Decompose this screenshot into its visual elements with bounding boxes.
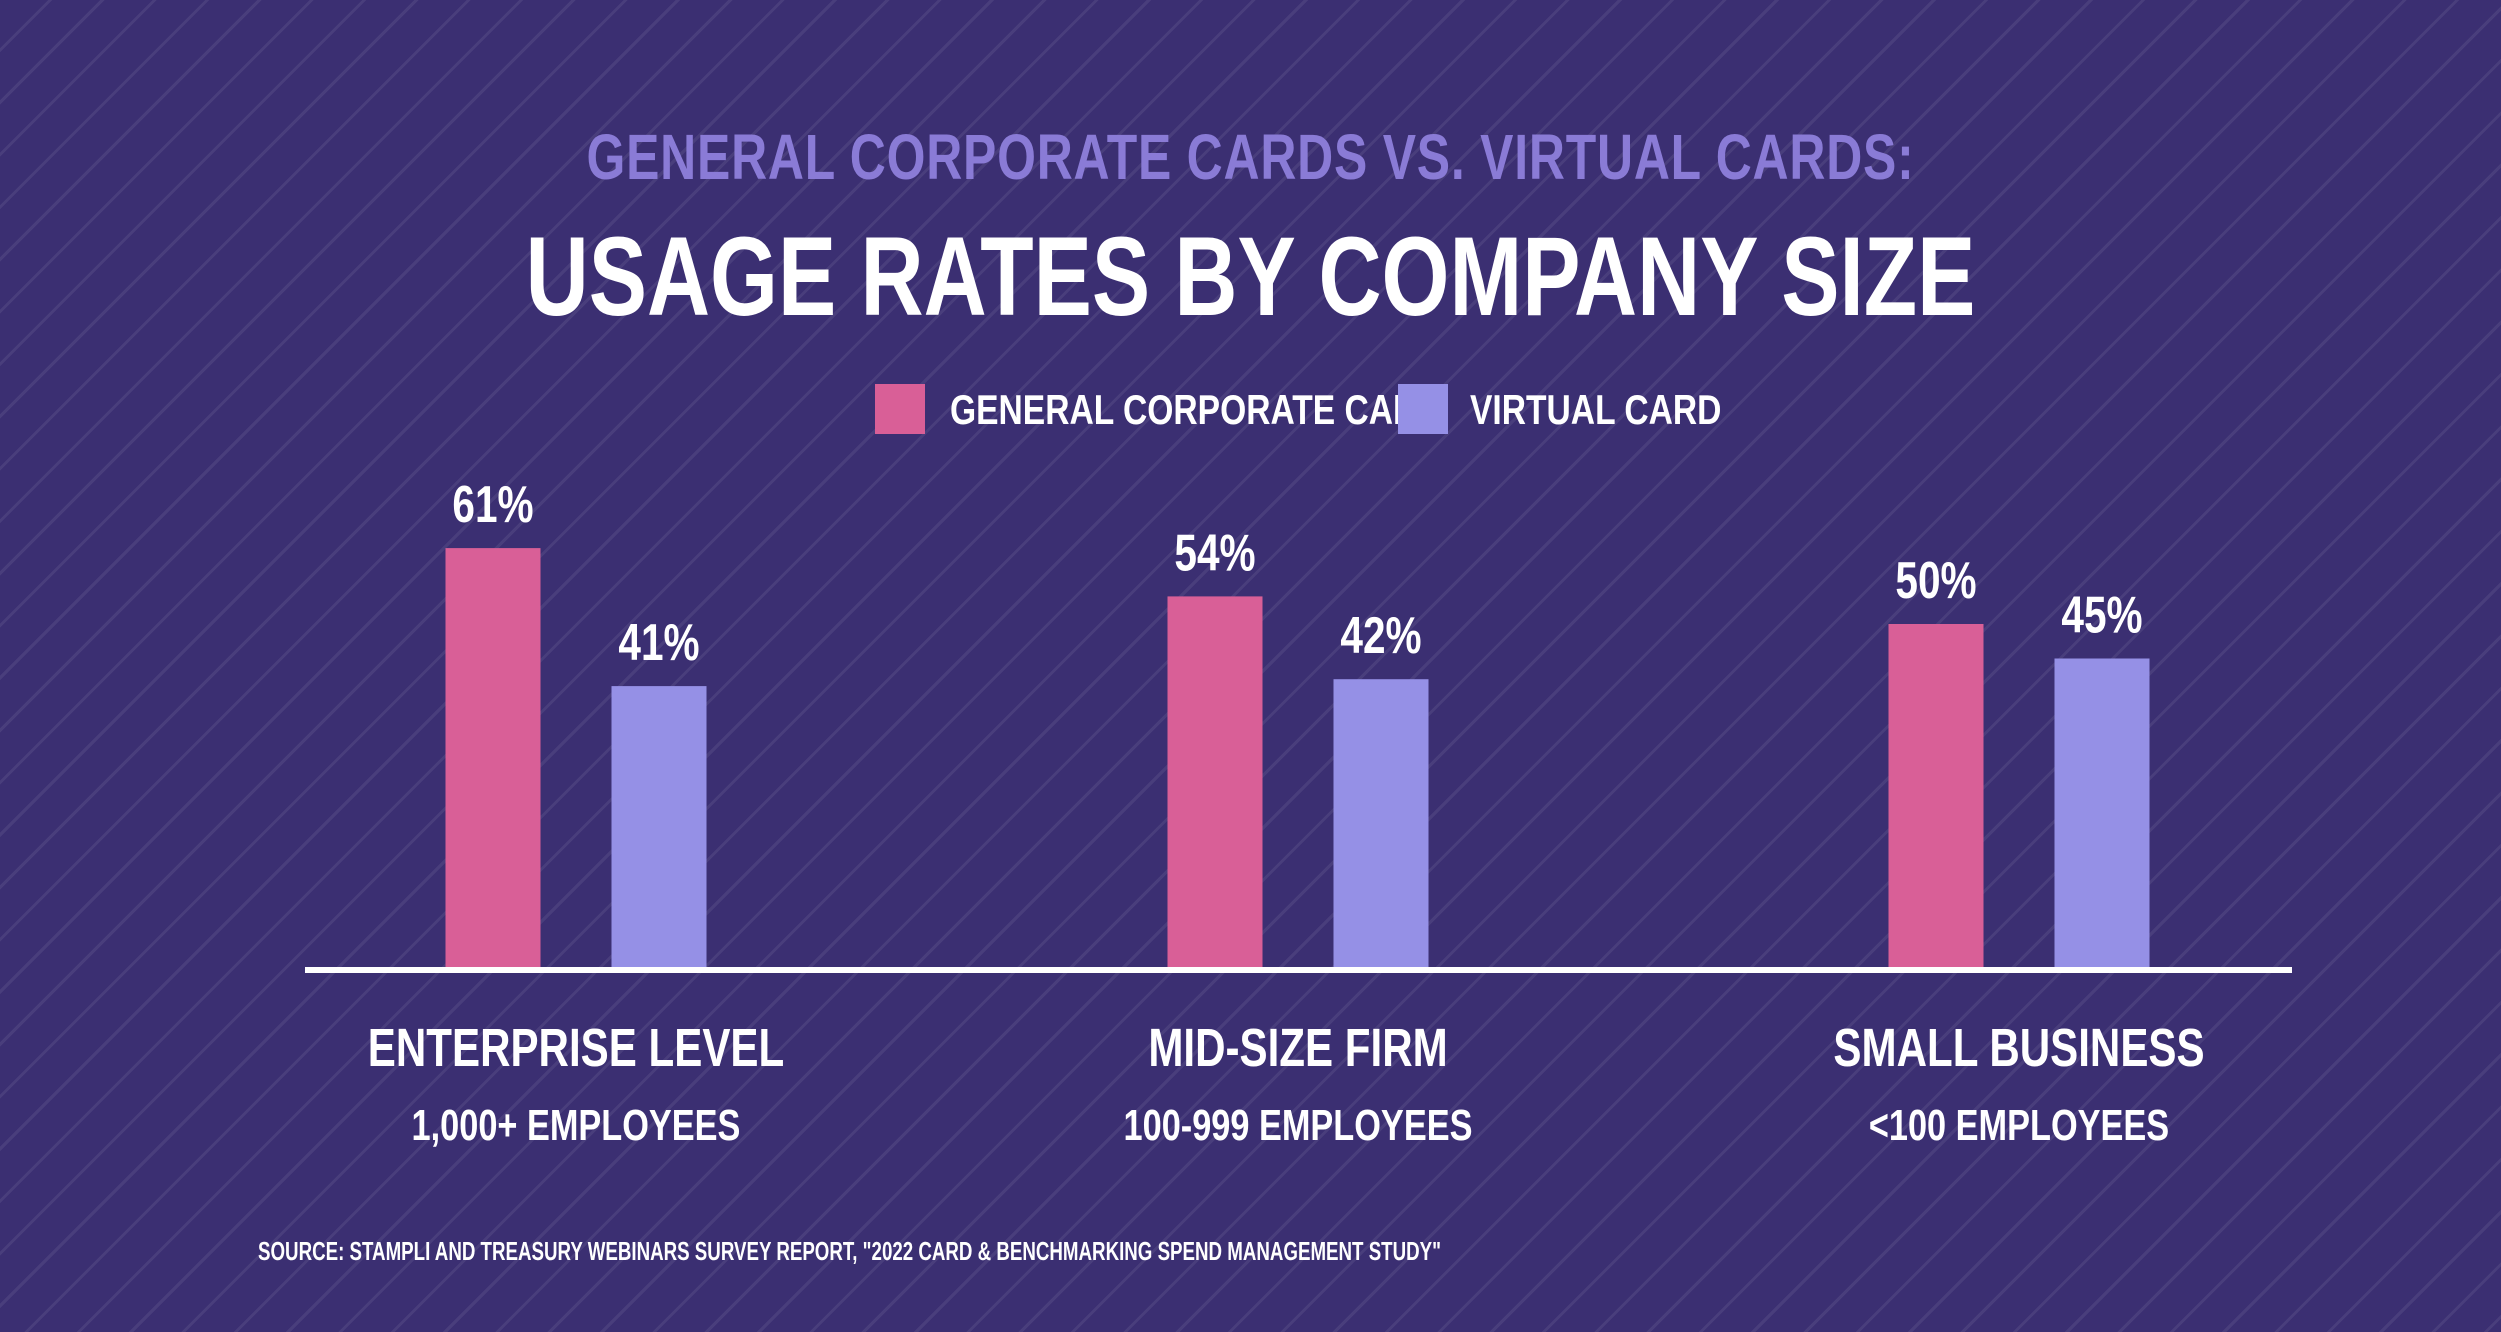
data-label-small-business-virtual-card: 45%: [2061, 586, 2142, 644]
bar-enterprise-level-general-corporate-card: [445, 548, 541, 969]
data-label-enterprise-level-general-corporate-card: 61%: [452, 475, 533, 533]
category-label-mid-size-firm: MID-SIZE FIRM: [1148, 1018, 1447, 1078]
data-label-mid-size-firm-virtual-card: 42%: [1340, 606, 1421, 664]
legend-swatch-general-corporate-card: [875, 384, 925, 434]
bar-small-business-virtual-card: [2054, 658, 2150, 969]
legend-label-general-corporate-card: GENERAL CORPORATE CARD: [950, 386, 1442, 433]
category-label-small-business: SMALL BUSINESS: [1833, 1018, 2204, 1078]
data-label-mid-size-firm-general-corporate-card: 54%: [1174, 524, 1255, 582]
legend: GENERAL CORPORATE CARD VIRTUAL CARD: [0, 384, 2501, 440]
bar-enterprise-level-virtual-card: [611, 686, 707, 969]
legend-swatch-virtual-card: [1398, 384, 1448, 434]
data-label-enterprise-level-virtual-card: 41%: [618, 613, 699, 671]
category-sublabel-small-business: <100 EMPLOYEES: [1869, 1101, 2169, 1150]
chart-title: USAGE RATES BY COMPANY SIZE: [525, 214, 1976, 339]
category-label-enterprise-level: ENTERPRISE LEVEL: [368, 1018, 784, 1078]
bar-small-business-general-corporate-card: [1888, 624, 1984, 969]
category-sublabel-mid-size-firm: 100-999 EMPLOYEES: [1124, 1101, 1473, 1150]
data-label-small-business-general-corporate-card: 50%: [1895, 551, 1976, 609]
category-sublabel-enterprise-level: 1,000+ EMPLOYEES: [412, 1101, 741, 1150]
source-note: SOURCE: STAMPLI AND TREASURY WEBINARS SU…: [258, 1236, 1442, 1266]
bar-mid-size-firm-virtual-card: [1333, 679, 1429, 969]
bar-mid-size-firm-general-corporate-card: [1167, 596, 1263, 969]
chart-subtitle: GENERAL CORPORATE CARDS VS. VIRTUAL CARD…: [586, 121, 1915, 193]
legend-label-virtual-card: VIRTUAL CARD: [1470, 386, 1722, 433]
